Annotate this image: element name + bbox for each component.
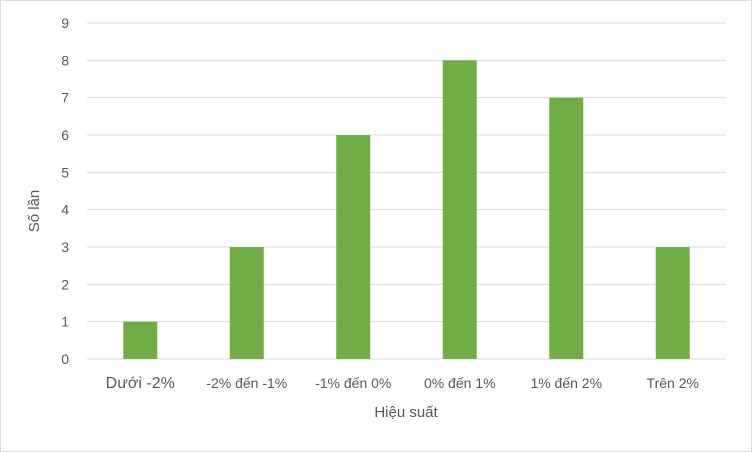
y-tick-label: 0: [61, 351, 69, 367]
bars: [123, 60, 690, 360]
y-tick-label: 4: [61, 202, 69, 218]
bar: [655, 247, 690, 359]
y-tick-label: 2: [61, 276, 69, 292]
y-tick-labels: 0 1 2 3 4 5 6 7 8 9: [61, 15, 69, 367]
gridlines: [87, 22, 726, 360]
x-tick-label: Dưới -2%: [106, 375, 175, 392]
bar: [336, 135, 371, 359]
x-tick-label: -2% đến -1%: [206, 375, 287, 391]
bar: [123, 321, 158, 359]
bar: [229, 247, 264, 359]
y-tick-label: 5: [61, 164, 69, 180]
bar: [442, 60, 477, 359]
y-tick-label: 8: [61, 52, 69, 68]
bar: [549, 97, 584, 360]
y-tick-label: 3: [61, 239, 69, 255]
y-tick-label: 1: [61, 314, 69, 330]
y-tick-label: 9: [61, 15, 69, 31]
x-tick-label: 1% đến 2%: [530, 375, 602, 391]
x-tick-label: 0% đến 1%: [424, 375, 496, 391]
y-tick-label: 7: [61, 90, 69, 106]
x-tick-label: -1% đến 0%: [315, 375, 391, 391]
x-tick-labels: Dưới -2% -2% đến -1% -1% đến 0% 0% đến 1% 1%…: [106, 375, 699, 392]
x-axis-title: Hiệu suất: [374, 404, 438, 421]
y-tick-label: 6: [61, 127, 69, 143]
x-tick-label: Trên 2%: [647, 375, 699, 391]
y-axis-title: Số lần: [26, 190, 43, 233]
